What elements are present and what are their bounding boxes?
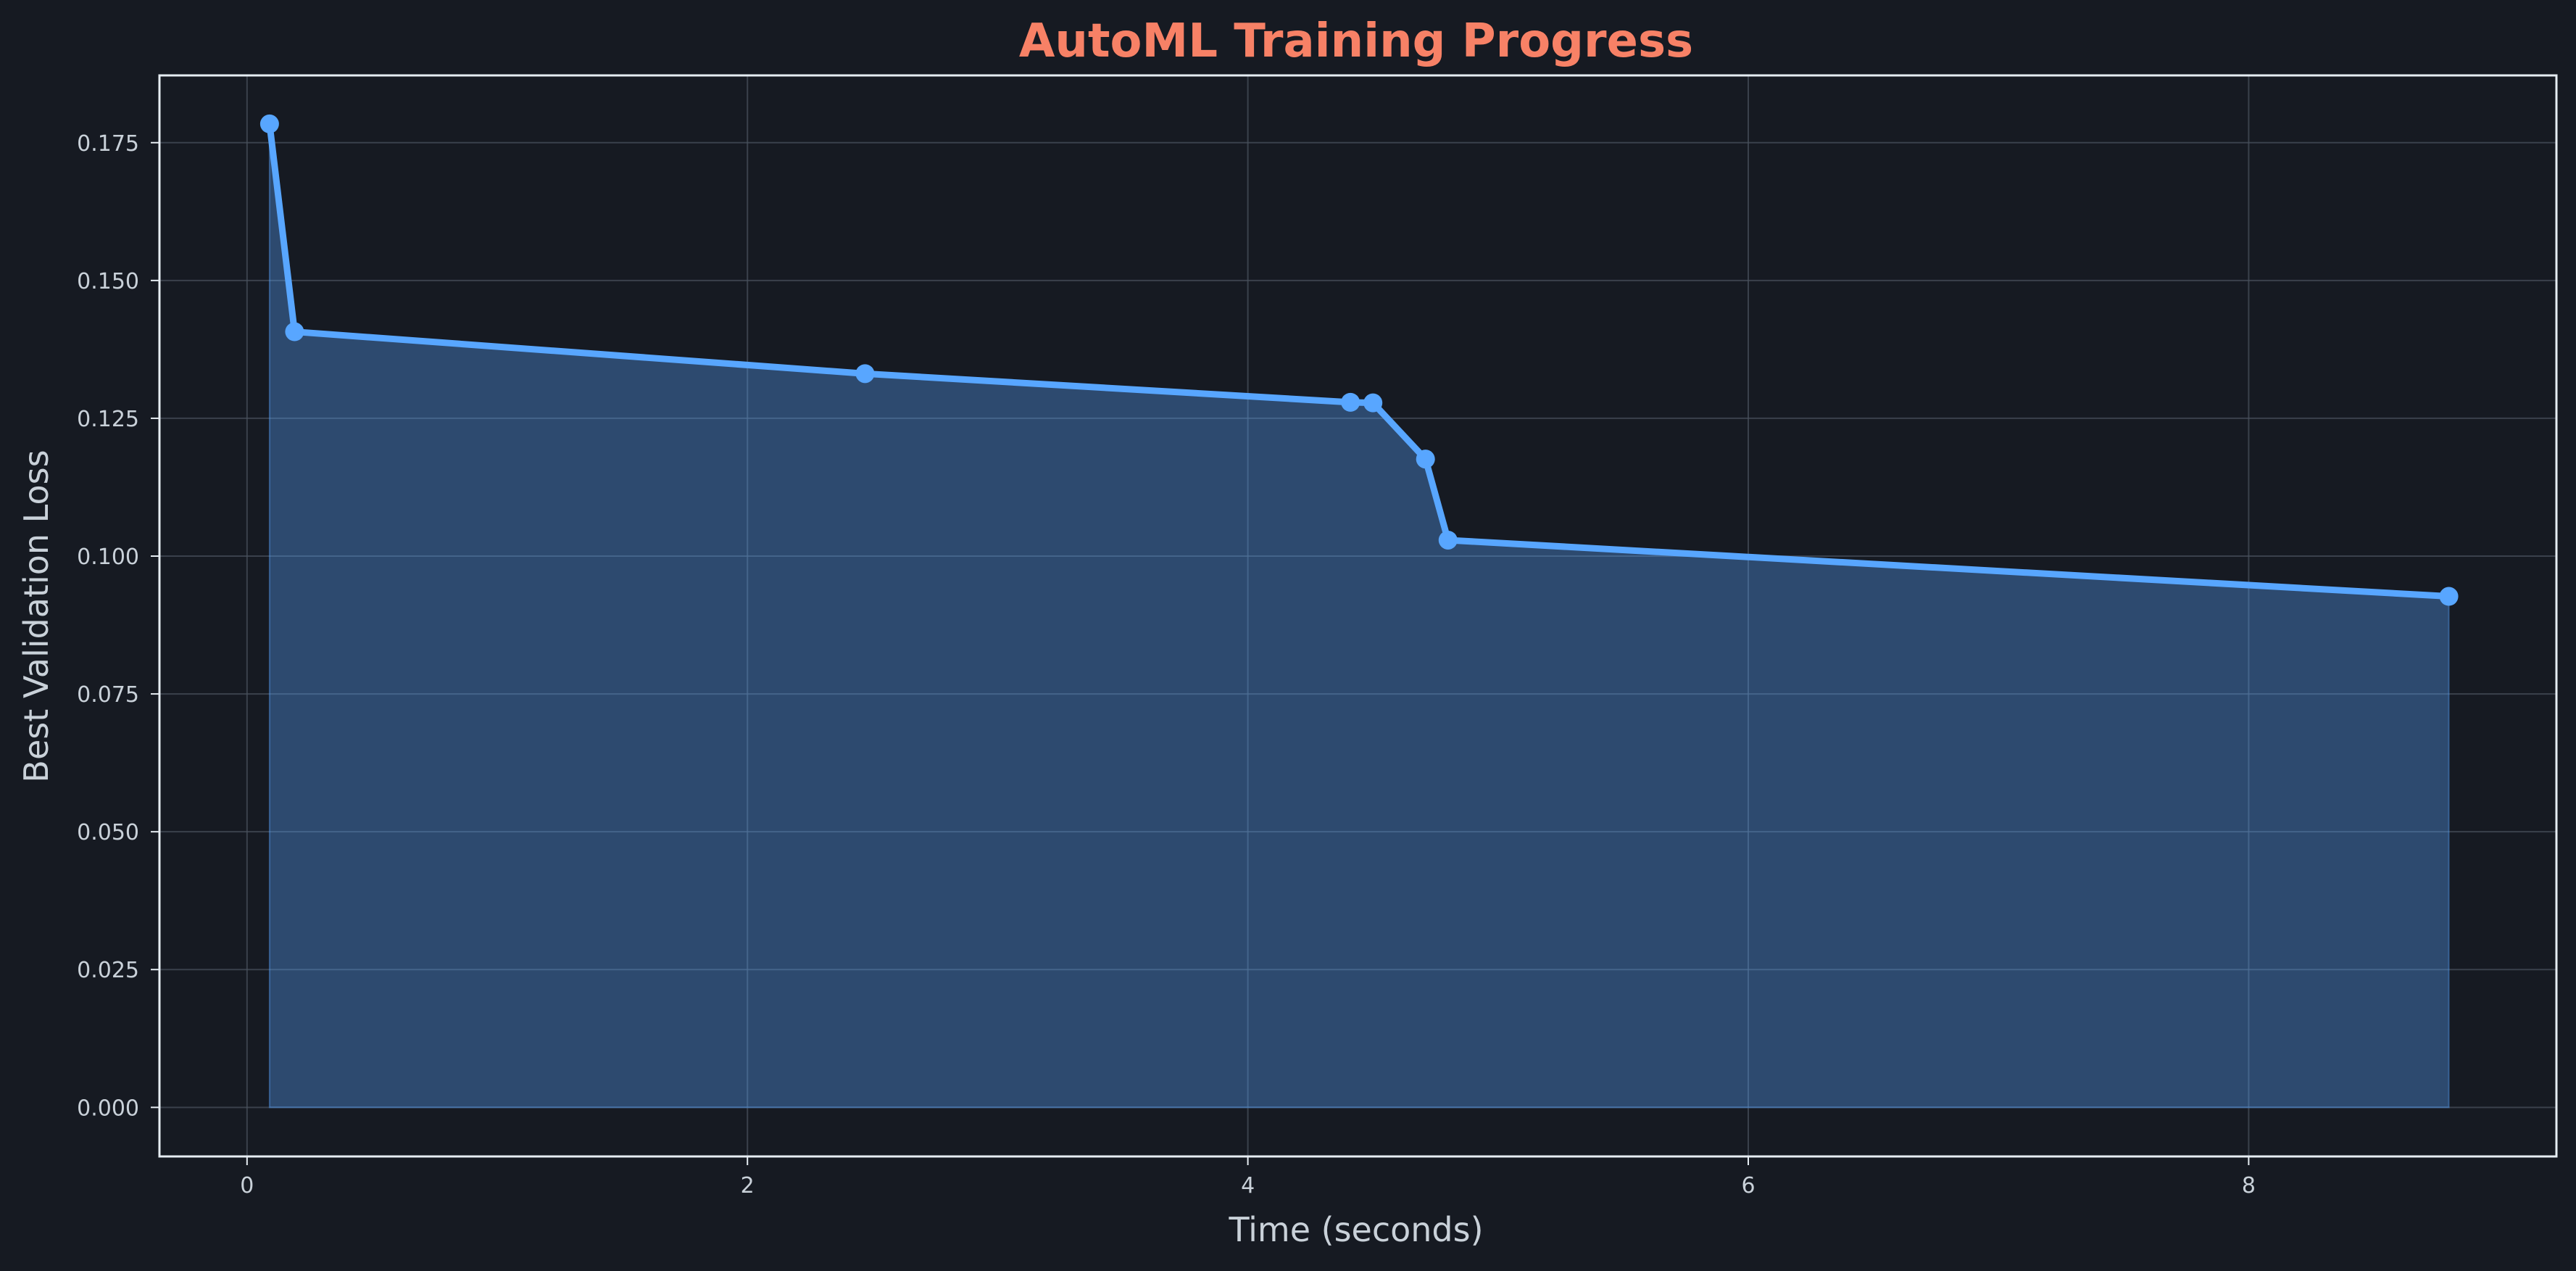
data-point-3 xyxy=(1341,392,1360,412)
y-tick-label-4: 0.100 xyxy=(77,545,139,570)
data-point-0 xyxy=(259,114,279,133)
data-point-7 xyxy=(2439,587,2459,606)
y-tick-label-2: 0.050 xyxy=(77,820,139,845)
x-tick-label-1: 2 xyxy=(741,1173,755,1198)
x-axis-label: Time (seconds) xyxy=(1228,1210,1483,1249)
y-axis-label: Best Validation Loss xyxy=(17,450,56,782)
x-axis-ticks: 0 2 4 6 8 xyxy=(240,1156,2256,1198)
series-line-layer xyxy=(266,120,2453,600)
y-tick-label-7: 0.175 xyxy=(77,131,139,157)
plot-frame xyxy=(158,74,2558,1158)
data-point-1 xyxy=(285,322,304,341)
chart-title: AutoML Training Progress xyxy=(1019,15,1693,68)
data-point-5 xyxy=(1416,450,1435,469)
x-tick-label-2: 4 xyxy=(1241,1173,1255,1198)
y-tick-label-6: 0.150 xyxy=(77,269,139,294)
x-tick-label-3: 6 xyxy=(1741,1173,1755,1198)
y-tick-label-1: 0.025 xyxy=(77,958,139,983)
y-tick-label-5: 0.125 xyxy=(77,407,139,432)
y-tick-label-3: 0.075 xyxy=(77,682,139,708)
data-points xyxy=(259,114,2459,606)
data-point-2 xyxy=(855,364,875,384)
x-tick-label-0: 0 xyxy=(240,1173,254,1198)
data-point-4 xyxy=(1363,393,1383,413)
grid xyxy=(159,75,2556,1156)
data-point-6 xyxy=(1438,530,1458,550)
y-tick-label-0: 0.000 xyxy=(77,1096,139,1121)
x-tick-label-4: 8 xyxy=(2242,1173,2256,1198)
series-line xyxy=(266,120,2453,600)
y-axis-ticks: 0.000 0.025 0.050 0.075 0.100 0.125 0.150 0.175 xyxy=(77,131,159,1121)
